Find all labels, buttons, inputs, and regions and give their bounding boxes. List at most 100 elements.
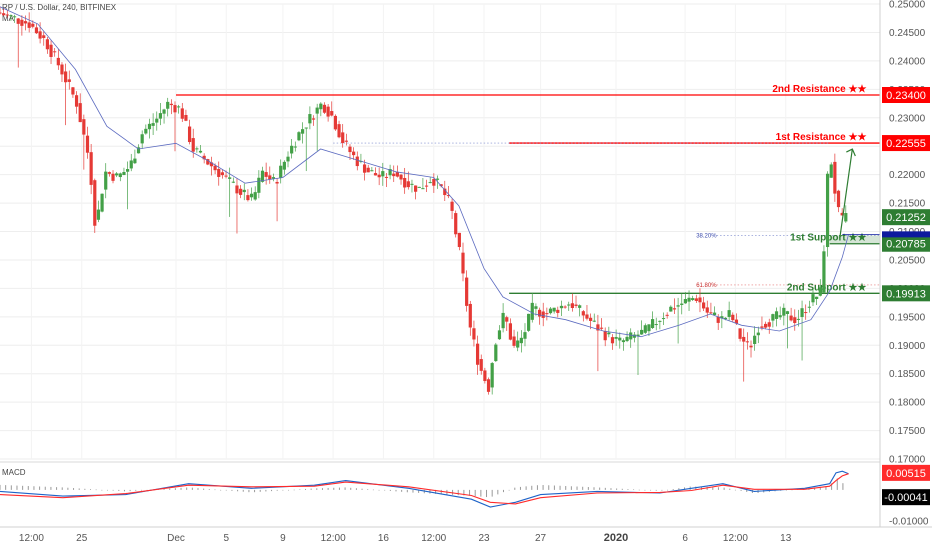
candle-body	[734, 319, 739, 324]
candle-body	[406, 181, 410, 188]
fib-label: 61.80%	[696, 283, 717, 289]
candle-body	[618, 337, 622, 341]
fib-label: 38.20%	[696, 233, 717, 239]
candle-body	[698, 297, 702, 303]
histogram-bar	[265, 489, 267, 492]
candle-body	[461, 252, 465, 274]
histogram-bar	[395, 489, 397, 492]
candle-body	[126, 169, 130, 172]
histogram-bar	[95, 489, 97, 491]
candle-body	[508, 323, 512, 340]
candle-body	[552, 307, 556, 312]
candle-body	[796, 318, 801, 320]
candle-body	[712, 312, 717, 316]
y-tick-label: 0.17000	[889, 455, 926, 466]
histogram-bar	[610, 488, 612, 490]
histogram-bar	[536, 485, 538, 490]
candle-body	[647, 324, 651, 332]
candle-body	[381, 171, 385, 177]
candle-body	[541, 311, 545, 318]
candle-body	[187, 126, 192, 143]
histogram-bar	[486, 489, 488, 498]
candle-body	[67, 79, 71, 82]
candle-body	[34, 27, 39, 34]
histogram-bar	[559, 485, 561, 490]
candle-body	[771, 314, 775, 321]
symbol-legend: RP / U.S. Dollar, 240, BITFINEX	[2, 3, 117, 12]
histogram-bar	[378, 489, 380, 491]
candle-body	[85, 135, 90, 153]
x-tick-label: 6	[682, 533, 688, 544]
candle-body	[672, 308, 677, 310]
candle-body	[249, 193, 254, 198]
candle-body	[556, 309, 560, 313]
x-tick-label: 12:00	[321, 533, 346, 544]
candle-body	[610, 337, 615, 344]
x-tick-label: 23	[478, 533, 490, 544]
candle-body	[366, 167, 370, 173]
tag-bg	[882, 209, 930, 226]
y-tick-label: 0.19000	[889, 341, 926, 352]
x-tick-label: 27	[535, 533, 547, 544]
tag-bg	[882, 135, 930, 152]
candle-body	[304, 127, 308, 129]
candle-body	[315, 107, 319, 114]
candle-body	[71, 87, 75, 95]
candle-body	[640, 329, 644, 335]
candle-body	[5, 14, 9, 16]
candle-body	[494, 344, 498, 362]
histogram-bar	[457, 489, 459, 496]
forecast-arrow	[839, 148, 856, 239]
candle-body	[658, 320, 662, 322]
candle-body	[417, 186, 421, 188]
histogram-bar	[570, 486, 572, 490]
candle-body	[589, 317, 593, 321]
candle-body	[738, 328, 742, 339]
candle-body	[373, 173, 378, 176]
support-zone	[829, 235, 880, 244]
candle-body	[778, 315, 782, 318]
candle-body	[505, 317, 509, 322]
candle-body	[45, 39, 49, 50]
candle-body	[523, 332, 527, 339]
tag-bg	[882, 285, 930, 302]
y-tick-label: 0.19500	[889, 312, 926, 323]
histogram-bar	[67, 487, 69, 490]
candle-body	[465, 277, 469, 306]
histogram-bar	[740, 489, 742, 491]
x-tick-label: 25	[76, 533, 88, 544]
x-tick-label: 16	[378, 533, 390, 544]
histogram-bar	[734, 489, 736, 491]
histogram-bar	[327, 487, 329, 490]
histogram-bar	[344, 487, 346, 490]
level-lines: 2nd Resistance ★★1st Resistance ★★1st Su…	[176, 84, 880, 294]
histogram-bar	[118, 489, 120, 491]
histogram-bar	[508, 489, 510, 491]
candle-body	[235, 185, 239, 194]
candle-body	[60, 64, 64, 75]
signal-line	[0, 473, 849, 505]
histogram-bar	[582, 486, 584, 490]
histogram-bar	[412, 489, 414, 493]
candle-body	[490, 363, 494, 388]
candle-body	[64, 71, 68, 83]
candle-body	[122, 171, 126, 176]
candle-body	[136, 147, 141, 154]
histogram-bar	[463, 489, 465, 496]
candle-body	[370, 170, 374, 172]
candle-body	[38, 31, 42, 39]
candle-body	[129, 160, 133, 169]
candle-body	[319, 103, 323, 110]
candle-body	[439, 184, 443, 187]
histogram-bar	[186, 487, 188, 490]
histogram-bar	[16, 485, 18, 490]
candle-body	[410, 183, 414, 185]
x-axis: 12:00 25 Dec 5 9 12:00 16 12:00 23 27 2020 6 12:00 13	[0, 526, 932, 544]
candle-body	[785, 311, 790, 314]
histogram-bar	[389, 489, 391, 491]
candle-body	[793, 317, 797, 324]
histogram-bar	[401, 489, 403, 492]
candle-body	[497, 330, 502, 340]
candle-body	[384, 176, 389, 178]
